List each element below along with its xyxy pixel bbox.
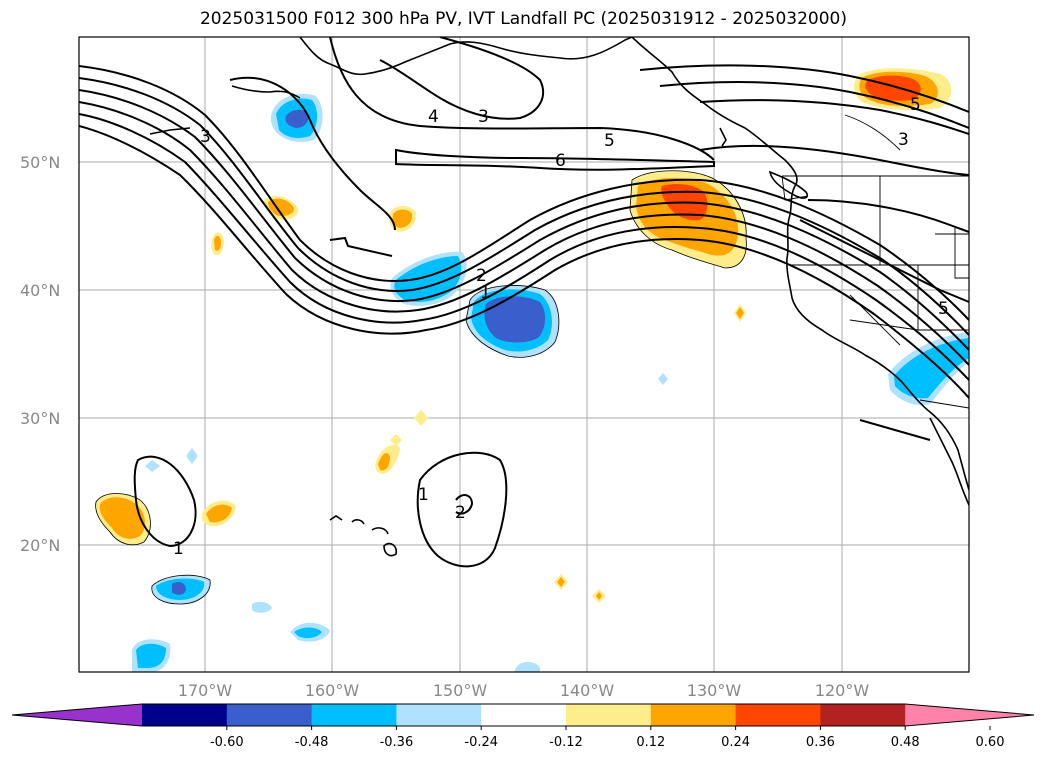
contour-label: 1 bbox=[418, 485, 429, 505]
colorbar-tick-label: -0.48 bbox=[295, 735, 329, 750]
lon-label: 160°W bbox=[305, 681, 360, 700]
colorbar-tick-label: 0.36 bbox=[806, 735, 835, 750]
colorbar: -0.60 -0.48 -0.36 -0.24 -0.12 0.12 0.24 0.36 0.4… bbox=[11, 703, 1035, 750]
lon-label: 130°W bbox=[687, 681, 742, 700]
colorbar-tick-label: 0.60 bbox=[976, 735, 1005, 750]
colorbar-segment bbox=[396, 704, 482, 726]
gridlines bbox=[79, 37, 969, 672]
colorbar-segment bbox=[311, 704, 397, 726]
contour-label: 4 bbox=[428, 107, 439, 127]
contour-label: 2 bbox=[476, 266, 487, 286]
colorbar-segment bbox=[142, 704, 228, 726]
colorbar-tick-label: -0.36 bbox=[380, 735, 414, 750]
lon-label: 140°W bbox=[560, 681, 615, 700]
longitude-labels: 170°W 160°W 150°W 140°W 130°W 120°W bbox=[178, 681, 870, 700]
map-frame bbox=[78, 36, 970, 673]
pv-contours bbox=[79, 37, 969, 568]
colorbar-tick-label: -0.12 bbox=[549, 735, 583, 750]
contour-label: 1 bbox=[173, 539, 184, 559]
colorbar-segment bbox=[820, 704, 906, 726]
contour-label: 3 bbox=[898, 130, 909, 150]
colorbar-tick-label: 0.24 bbox=[721, 735, 750, 750]
coastlines bbox=[149, 37, 969, 557]
lat-label: 50°N bbox=[20, 153, 60, 172]
contour-labels: 3 4 3 5 6 5 3 2 1 1 2 1 5 bbox=[173, 95, 949, 559]
lat-label: 40°N bbox=[20, 281, 60, 300]
contour-label: 2 bbox=[455, 503, 466, 523]
colorbar-segment bbox=[566, 704, 652, 726]
map-title: 2025031500 F012 300 hPa PV, IVT Landfall… bbox=[199, 9, 847, 29]
colorbar-segment bbox=[226, 704, 313, 726]
ivt-negative-shading bbox=[132, 93, 969, 672]
colorbar-extend-max bbox=[905, 704, 1034, 726]
colorbar-segment bbox=[481, 704, 567, 726]
lon-label: 170°W bbox=[178, 681, 233, 700]
contour-label: 6 bbox=[555, 151, 566, 171]
colorbar-extend-min bbox=[12, 704, 142, 726]
lat-label: 30°N bbox=[20, 409, 60, 428]
contour-label: 1 bbox=[480, 283, 491, 303]
pc-outlines bbox=[95, 170, 747, 605]
contour-label: 3 bbox=[478, 107, 489, 127]
colorbar-segment bbox=[650, 704, 737, 726]
colorbar-tick-label: -0.24 bbox=[464, 735, 498, 750]
contour-label: 5 bbox=[938, 299, 949, 319]
lat-label: 20°N bbox=[20, 536, 60, 555]
contour-label: 5 bbox=[604, 131, 615, 151]
contour-label: 5 bbox=[910, 95, 921, 115]
colorbar-segment bbox=[735, 704, 821, 726]
colorbar-tick-label: -0.60 bbox=[210, 735, 244, 750]
colorbar-outline bbox=[11, 703, 1035, 727]
colorbar-tick-label: 0.12 bbox=[636, 735, 665, 750]
contour-label: 3 bbox=[200, 127, 211, 147]
ivt-positive-shading bbox=[95, 68, 952, 603]
colorbar-tick-label: 0.48 bbox=[891, 735, 920, 750]
lon-label: 150°W bbox=[433, 681, 488, 700]
lon-label: 120°W bbox=[815, 681, 870, 700]
latitude-labels: 50°N 40°N 30°N 20°N bbox=[20, 153, 60, 555]
